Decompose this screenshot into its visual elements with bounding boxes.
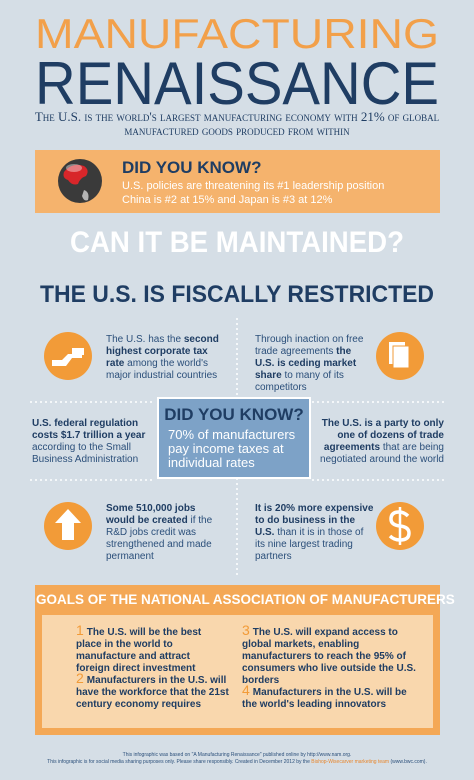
section-title: THE U.S. IS FISCALLY RESTRICTED (40, 281, 434, 308)
question: CAN IT BE MAINTAINED? (70, 226, 404, 259)
documents-icon (376, 332, 424, 380)
fact: U.S. federal regulation costs $1.7 trill… (32, 418, 152, 466)
fact-highlight: U.S. federal regulation costs $1.7 trill… (32, 418, 146, 441)
goal-text: The U.S. will expand access to global ma… (242, 627, 416, 686)
fact: The U.S. is a party to only one of dozen… (318, 418, 444, 466)
goal: 2 Manufacturers in the U.S. will have the… (76, 670, 236, 711)
footer-link: Bishop-Wisecarver marketing team (311, 759, 390, 765)
fact-text: The U.S. has the (106, 334, 184, 345)
fact-highlight: It is 20% more expensive to do business … (255, 503, 374, 538)
fact: Through inaction on free trade agreement… (255, 334, 373, 394)
goals-panel (42, 615, 433, 728)
goal-text: Manufacturers in the U.S. will have the … (76, 675, 229, 710)
did-you-know-line: U.S. policies are threatening its #1 lea… (122, 180, 385, 192)
footer-line: This infographic was based on "A Manufac… (122, 752, 352, 758)
fact: The U.S. has the second highest corporat… (106, 334, 226, 382)
goal-number: 2 (76, 670, 84, 686)
fact-text: according to the Small Business Administ… (32, 442, 139, 465)
title-line1: MANUFACTURING (35, 10, 439, 57)
fact: It is 20% more expensive to do business … (255, 503, 375, 563)
goal-number: 4 (242, 682, 250, 698)
footer-text: This infographic is for social media sha… (47, 759, 312, 765)
fact-highlight: second highest corporate tax rate (106, 334, 219, 369)
fact-text: Through inaction on free trade agreement… (255, 334, 364, 357)
fact-text: to many of its competitors (255, 370, 344, 393)
dollar-icon (376, 502, 424, 550)
fact: Some 510,000 jobs would be created if th… (106, 503, 226, 563)
did-you-know-line: China is #2 at 15% and Japan is #3 at 12… (122, 194, 333, 206)
fact-highlight: The U.S. is a party to only one of dozen… (321, 418, 444, 453)
goal-text: Manufacturers in the U.S. will be the wo… (242, 687, 407, 710)
fact-text: than it is in those of its nine largest … (255, 527, 364, 562)
goal: 3 The U.S. will expand access to global m… (242, 622, 418, 687)
did-you-know-box (35, 150, 440, 213)
dotted-grid (30, 318, 445, 575)
footer-text: (www.bwc.com). (389, 759, 427, 765)
fact-text: that are being negotiated around the wor… (320, 442, 444, 465)
did-you-know-heading: DID YOU KNOW? (122, 158, 262, 177)
did-you-know-box-2 (157, 397, 311, 479)
did-you-know-body: 70% of manufacturers pay income taxes at… (168, 427, 296, 470)
globe-icon (58, 159, 102, 203)
fact-highlight: the U.S. is ceding market share (255, 346, 357, 381)
goal: 1 The U.S. will be the best place in the … (76, 622, 226, 675)
tax-icon (44, 332, 92, 380)
fact-highlight: Some 510,000 jobs would be created (106, 503, 196, 526)
goals-title: GOALS OF THE NATIONAL ASSOCIATION OF MAN… (36, 592, 455, 607)
fact-text: if the R&D jobs credit was strengthened … (106, 515, 213, 562)
goal-text: The U.S. will be the best place in the w… (76, 627, 202, 674)
subtitle: The U.S. is the world's largest manufact… (34, 109, 440, 138)
goal: 4 Manufacturers in the U.S. will be the w… (242, 682, 418, 711)
arrow-icon (44, 502, 92, 550)
goal-number: 3 (242, 622, 250, 638)
goal-number: 1 (76, 622, 84, 638)
footer-line: This infographic is for social media sha… (0, 759, 474, 766)
fact-text: among the world's major industrial count… (106, 358, 218, 381)
did-you-know-heading: DID YOU KNOW? (164, 405, 304, 424)
title-line2: RENAISSANCE (35, 50, 439, 117)
